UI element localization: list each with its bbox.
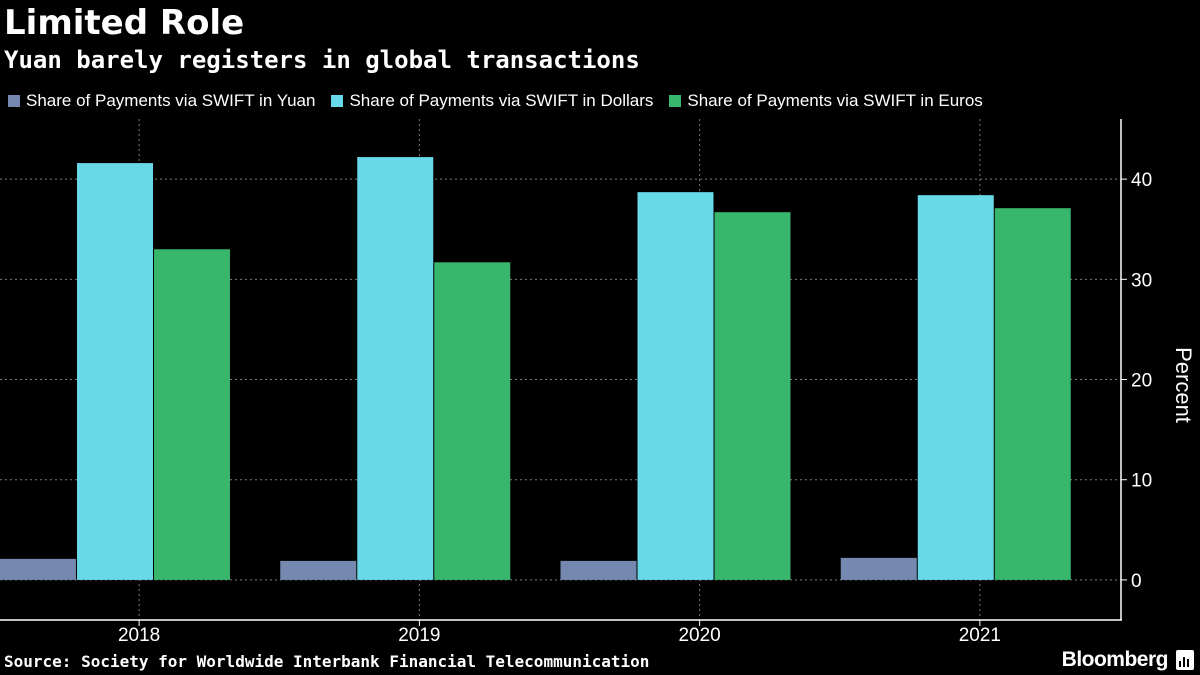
legend-label-yuan: Share of Payments via SWIFT in Yuan <box>26 91 316 110</box>
chart-title: Limited Role <box>4 3 245 43</box>
bar-yuan-2020 <box>560 560 637 580</box>
bloomberg-terminal-icon <box>1176 650 1194 670</box>
x-tick-label-2021: 2021 <box>959 625 1001 646</box>
legend-item-euros: Share of Payments via SWIFT in Euros <box>669 91 983 111</box>
legend: Share of Payments via SWIFT in Yuan Shar… <box>8 90 999 112</box>
x-tick-label-2018: 2018 <box>118 625 160 646</box>
bar-dollars-2019 <box>357 157 434 580</box>
bloomberg-logo: Bloomberg <box>1061 648 1169 671</box>
legend-label-dollars: Share of Payments via SWIFT in Dollars <box>349 91 654 110</box>
legend-item-yuan: Share of Payments via SWIFT in Yuan <box>8 91 315 111</box>
source-note: Source: Society for Worldwide Interbank … <box>4 652 650 671</box>
bar-yuan-2021 <box>840 557 917 580</box>
bar-euros-2020 <box>714 212 791 580</box>
bar-euros-2019 <box>434 262 511 580</box>
bar-euros-2021 <box>994 208 1071 580</box>
bar-dollars-2021 <box>917 195 994 580</box>
bar-dollars-2018 <box>77 163 153 580</box>
bar-euros-2018 <box>154 249 230 580</box>
y-tick-label-40: 40 <box>1131 170 1152 191</box>
legend-swatch-euros <box>669 95 682 107</box>
bar-yuan-2019 <box>280 560 357 580</box>
y-tick-label-30: 30 <box>1131 270 1152 291</box>
legend-item-dollars: Share of Payments via SWIFT in Dollars <box>331 91 653 111</box>
y-tick-label-20: 20 <box>1131 371 1152 392</box>
legend-swatch-dollars <box>331 95 344 107</box>
y-axis-title: Percent <box>1171 347 1196 423</box>
y-tick-label-10: 10 <box>1131 471 1152 492</box>
y-tick-label-0: 0 <box>1131 571 1142 592</box>
legend-swatch-yuan <box>8 95 20 107</box>
x-tick-label-2019: 2019 <box>398 625 440 646</box>
x-tick-label-2020: 2020 <box>678 625 720 646</box>
legend-label-euros: Share of Payments via SWIFT in Euros <box>687 91 983 110</box>
chart-subtitle: Yuan barely registers in global transact… <box>4 46 640 74</box>
bar-yuan-2018 <box>0 558 76 580</box>
bar-dollars-2020 <box>637 192 714 580</box>
